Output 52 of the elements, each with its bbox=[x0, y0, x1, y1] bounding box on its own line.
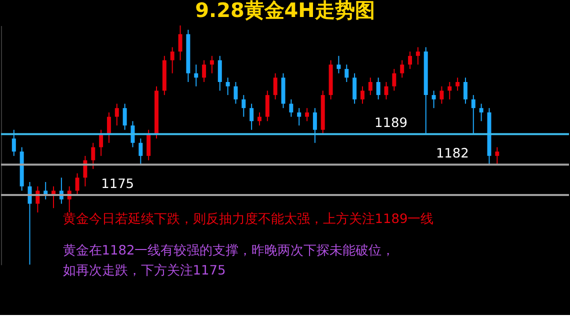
candlestick bbox=[170, 46, 174, 74]
candlestick bbox=[257, 112, 262, 126]
annotation: 如再次走跌，下方关注1175 bbox=[62, 262, 226, 279]
chart-title: 9.28黄金4H走势图 bbox=[195, 0, 375, 22]
candlestick bbox=[202, 60, 206, 82]
candlestick bbox=[273, 72, 278, 100]
candlestick bbox=[218, 55, 222, 92]
candlestick bbox=[12, 129, 16, 156]
candlestick bbox=[463, 77, 468, 104]
candlestick bbox=[210, 55, 214, 74]
candlestick bbox=[432, 90, 436, 109]
candlestick bbox=[479, 103, 484, 122]
ref-line-label: 1189 bbox=[374, 116, 408, 132]
candlestick bbox=[265, 90, 270, 122]
candlestick bbox=[226, 77, 230, 96]
candlestick bbox=[289, 98, 294, 118]
candlestick bbox=[416, 46, 420, 66]
candlestick bbox=[194, 64, 198, 87]
annotation: 黄金今日若延续下跌，则反抽力度不能太强，上方关注1189一线 bbox=[62, 210, 434, 227]
candlestick bbox=[234, 81, 238, 104]
candlestick bbox=[360, 86, 364, 104]
candlestick bbox=[122, 103, 127, 130]
candlestick bbox=[178, 24, 182, 61]
candlestick bbox=[305, 108, 310, 122]
candlestick bbox=[91, 142, 96, 170]
candlestick bbox=[336, 55, 341, 74]
candlestick bbox=[352, 72, 357, 104]
candlestick bbox=[297, 108, 302, 126]
candlestick bbox=[250, 103, 254, 130]
candlestick bbox=[312, 108, 317, 144]
candlestick bbox=[471, 94, 476, 135]
candlestick bbox=[99, 129, 104, 156]
candlestick bbox=[138, 138, 143, 166]
candlestick bbox=[376, 77, 380, 100]
candlestick bbox=[495, 146, 500, 166]
candlestick bbox=[344, 64, 349, 82]
candlestick bbox=[75, 172, 80, 196]
candlestick bbox=[130, 120, 135, 148]
candlestick bbox=[242, 94, 246, 118]
candlestick bbox=[368, 77, 372, 96]
candlestick bbox=[456, 77, 460, 92]
candlestick bbox=[392, 68, 396, 92]
annotation: 黄金在1182一线有较强的支撑，昨晚两次下探未能破位， bbox=[62, 244, 395, 259]
candlestick bbox=[440, 86, 444, 104]
candlestick bbox=[114, 103, 119, 126]
candlestick bbox=[400, 60, 404, 78]
ref-line-label: 1175 bbox=[101, 177, 134, 192]
candlestick bbox=[448, 81, 452, 100]
candlestick bbox=[106, 112, 111, 144]
ref-line-label: 1182 bbox=[436, 146, 469, 162]
candlestick bbox=[146, 129, 151, 161]
candlestick bbox=[408, 51, 412, 70]
